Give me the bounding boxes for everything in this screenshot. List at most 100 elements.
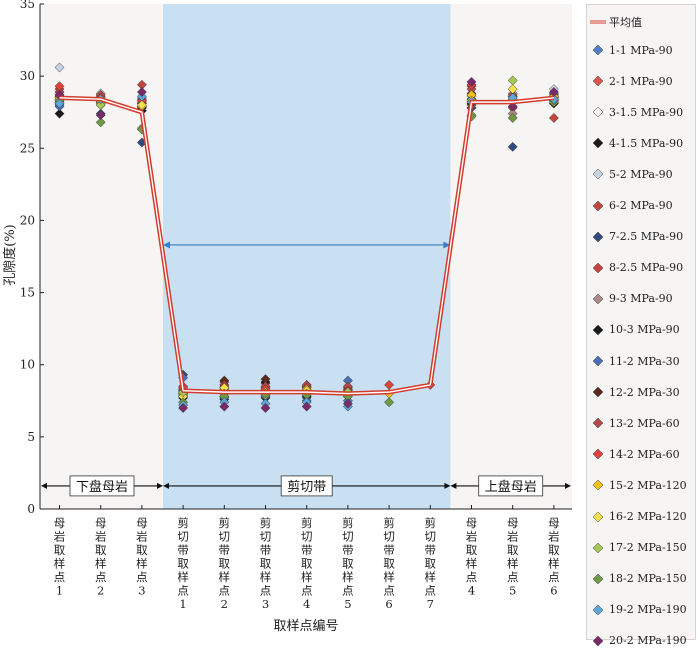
x-tick-label-char: 样 xyxy=(54,557,66,571)
x-tick-label-char: 取 xyxy=(466,543,478,557)
legend-diamond-swatch xyxy=(592,169,604,180)
legend-line-icon xyxy=(587,18,609,26)
data-point xyxy=(136,87,147,97)
legend-label: 9-3 MPa-90 xyxy=(609,292,673,306)
zone-arrow-head-left xyxy=(450,482,457,489)
data-point xyxy=(260,403,271,413)
legend-diamond-swatch xyxy=(592,200,604,211)
x-tick-label-char: 点 xyxy=(466,570,478,584)
x-tick-label-char: 母 xyxy=(136,516,148,530)
x-tick-label-char: 母 xyxy=(548,516,560,530)
x-tick-label-char: 带 xyxy=(301,543,313,557)
x-tick-label-char: 切 xyxy=(342,530,354,544)
x-tick-label-char: 带 xyxy=(219,543,231,557)
x-tick-label-char: 样 xyxy=(219,570,231,584)
x-tick-label-char: 取 xyxy=(383,557,395,571)
legend-diamond-icon xyxy=(587,200,609,212)
x-tick-label-char: 4 xyxy=(468,584,475,598)
y-tick-label: 30 xyxy=(20,69,35,83)
legend-label: 14-2 MPa-60 xyxy=(609,447,680,461)
x-tick-label-char: 取 xyxy=(548,543,560,557)
x-tick-label-char: 样 xyxy=(301,570,313,584)
x-tick-label-char: 剪 xyxy=(301,516,313,530)
y-tick-label: 25 xyxy=(20,141,35,155)
x-tick-label-char: 母 xyxy=(95,516,107,530)
x-tick-label-char: 样 xyxy=(177,570,189,584)
legend-item: 10-3 MPa-90 xyxy=(587,320,697,340)
x-tick-label-char: 取 xyxy=(425,557,437,571)
legend-line-swatch xyxy=(590,20,606,24)
y-tick-label: 5 xyxy=(27,430,35,444)
x-tick-label-char: 岩 xyxy=(466,530,478,544)
x-tick-label-char: 带 xyxy=(425,543,437,557)
x-tick-label-char: 带 xyxy=(177,543,189,557)
x-tick-label-char: 岩 xyxy=(136,530,148,544)
x-tick-label-char: 岩 xyxy=(548,530,560,544)
legend-label: 11-2 MPa-30 xyxy=(609,354,680,368)
x-tick-label-char: 点 xyxy=(219,584,231,598)
x-tick-label-char: 岩 xyxy=(95,530,107,544)
x-tick-label-char: 取 xyxy=(136,543,148,557)
legend-diamond-icon xyxy=(587,604,609,616)
legend-diamond-swatch xyxy=(592,604,604,616)
data-point xyxy=(95,100,106,110)
x-tick-label-char: 剪 xyxy=(260,516,272,530)
x-tick-label-char: 1 xyxy=(179,597,186,611)
x-tick-label-char: 取 xyxy=(54,543,66,557)
legend-item: 18-2 MPa-150 xyxy=(587,569,697,589)
x-tick-label-char: 岩 xyxy=(54,530,66,544)
data-point xyxy=(54,62,65,73)
legend-diamond-icon xyxy=(587,293,609,305)
legend-label: 10-3 MPa-90 xyxy=(609,323,680,337)
x-tick-label-char: 母 xyxy=(507,516,519,530)
x-tick-label-char: 取 xyxy=(177,557,189,571)
legend-label: 7-2.5 MPa-90 xyxy=(609,230,684,244)
legend-item: 3-1.5 MPa-90 xyxy=(587,102,697,122)
zone-arrow-head-right xyxy=(444,482,451,489)
x-axis-label: 取样点编号 xyxy=(273,619,338,634)
x-tick-label-char: 取 xyxy=(95,543,107,557)
legend-item: 17-2 MPa-150 xyxy=(587,538,697,558)
x-tick-label-char: 取 xyxy=(507,543,519,557)
x-tick-label-char: 1 xyxy=(56,584,63,598)
legend-item: 15-2 MPa-120 xyxy=(587,475,697,495)
data-point xyxy=(219,401,230,412)
zone-arrow-head-left xyxy=(41,482,47,489)
y-tick-label: 20 xyxy=(20,213,35,227)
y-tick-label: 10 xyxy=(20,358,35,372)
legend-label: 4-1.5 MPa-90 xyxy=(609,136,684,150)
x-tick-label-char: 3 xyxy=(138,584,145,598)
data-point xyxy=(54,98,65,109)
legend-item: 7-2.5 MPa-90 xyxy=(587,227,697,247)
x-tick-label-char: 点 xyxy=(177,584,189,598)
x-tick-label-char: 切 xyxy=(177,530,189,544)
legend-diamond-icon xyxy=(587,448,609,460)
zone-labels: 下盘母岩 剪切带 上盘母岩 xyxy=(41,241,571,497)
legend-label: 19-2 MPa-190 xyxy=(609,603,687,617)
x-tick-label-char: 样 xyxy=(342,570,354,584)
x-tick-label-char: 样 xyxy=(383,570,395,584)
shear-width-arrow-head-left xyxy=(163,241,170,249)
x-tick-label-char: 3 xyxy=(262,597,269,611)
legend-item: 2-1 MPa-90 xyxy=(587,71,697,91)
data-point xyxy=(301,401,312,412)
legend-diamond-icon xyxy=(587,137,609,149)
legend-diamond-icon xyxy=(587,479,609,491)
x-tick-label-char: 点 xyxy=(383,584,395,598)
legend-diamond-swatch xyxy=(592,293,604,305)
zone-arrow-head-left xyxy=(163,482,169,489)
x-tick-label-char: 样 xyxy=(95,557,107,571)
legend-label: 15-2 MPa-120 xyxy=(609,478,687,492)
x-tick-label-char: 带 xyxy=(342,543,354,557)
legend-diamond-swatch xyxy=(592,106,604,118)
x-tick-label-char: 剪 xyxy=(177,516,189,530)
data-point xyxy=(136,100,147,110)
x-tick-label-char: 切 xyxy=(219,530,231,544)
legend-label: 2-1 MPa-90 xyxy=(609,74,673,88)
